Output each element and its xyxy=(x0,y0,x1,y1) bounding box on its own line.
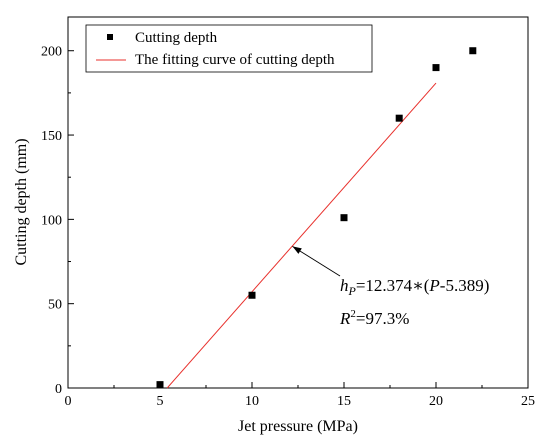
y-axis-ticks: 0 50 100 150 200 xyxy=(41,45,74,397)
plot-area-frame xyxy=(67,16,529,389)
y-tick-label: 0 xyxy=(55,382,62,397)
y-tick-label: 200 xyxy=(41,45,62,60)
data-point xyxy=(395,114,403,122)
arrow-head xyxy=(292,246,302,254)
r-squared: R2=97.3% xyxy=(339,308,409,328)
data-point xyxy=(248,291,256,299)
eq-prefix: =12.374∗( xyxy=(356,276,430,295)
data-point xyxy=(469,47,477,55)
y-tick-label: 150 xyxy=(41,129,62,144)
x-tick-label: 10 xyxy=(245,394,259,409)
eq-h-subscript: P xyxy=(348,284,357,298)
x-tick-label: 15 xyxy=(337,394,351,409)
y-axis-label: Cutting depth (mm) xyxy=(13,138,30,265)
scatter-points-layer xyxy=(156,47,477,389)
x-axis-label: Jet pressure (MPa) xyxy=(238,418,358,435)
eq-var: P xyxy=(428,276,439,295)
legend-box xyxy=(85,24,373,73)
legend-label-cutting-depth: Cutting depth xyxy=(135,30,218,46)
x-tick-label: 25 xyxy=(521,394,535,409)
x-tick-label: 0 xyxy=(65,394,72,409)
data-point xyxy=(432,64,440,72)
x-tick-label: 20 xyxy=(429,394,443,409)
r-value: =97.3% xyxy=(356,309,410,328)
data-point xyxy=(156,381,164,389)
annotation-arrow xyxy=(292,245,341,277)
r-superscript: 2 xyxy=(350,308,356,320)
r-symbol: R xyxy=(339,309,351,328)
x-axis-ticks: 0 5 10 15 20 25 xyxy=(65,382,535,409)
legend-marker-square xyxy=(107,34,113,40)
fit-equation: hP=12.374∗(P-5.389) xyxy=(340,276,489,298)
legend: Cutting depth The fitting curve of cutti… xyxy=(85,24,373,73)
y-tick-label: 50 xyxy=(48,298,62,313)
eq-suffix: -5.389) xyxy=(440,276,490,295)
eq-h-symbol: h xyxy=(340,276,349,295)
fit-line-layer xyxy=(166,82,437,389)
data-point xyxy=(340,214,348,222)
arrow-shaft xyxy=(292,245,341,277)
x-tick-label: 5 xyxy=(157,394,164,409)
legend-label-fitting-curve: The fitting curve of cutting depth xyxy=(135,52,335,68)
fit-line xyxy=(166,82,437,389)
y-tick-label: 100 xyxy=(41,213,62,228)
